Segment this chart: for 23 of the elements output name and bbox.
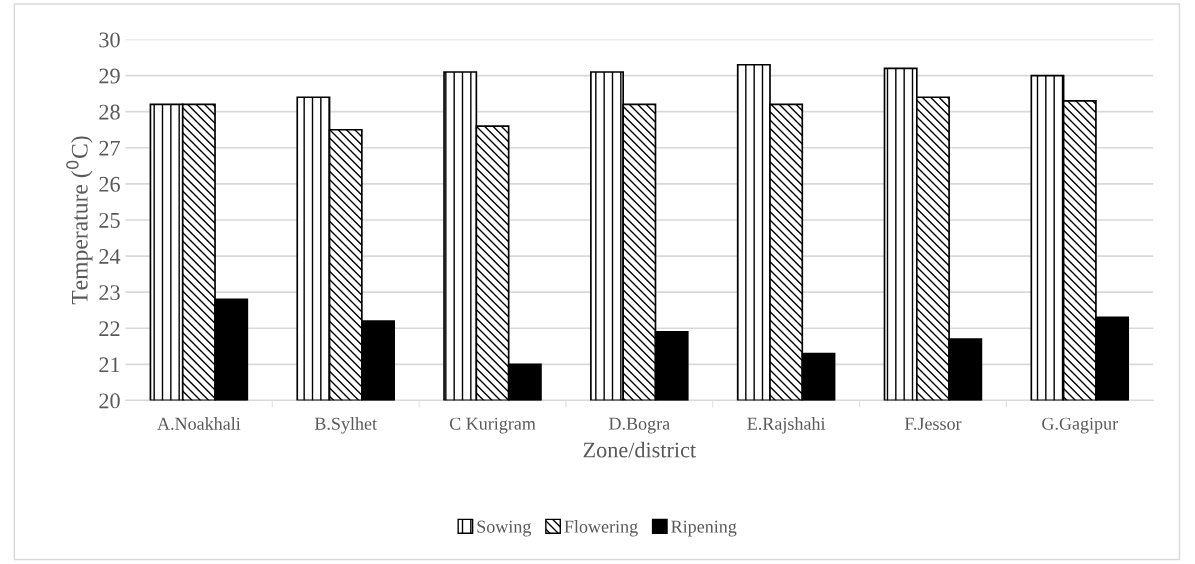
y-tick-label: 20 xyxy=(99,393,120,409)
x-tick-label: D.Bogra xyxy=(609,417,670,434)
y-tick-label: 21 xyxy=(99,357,120,373)
legend-label: Sowing xyxy=(477,520,532,537)
x-tick-label: A.Noakhali xyxy=(157,417,241,430)
x-tick-label: F.Jessor xyxy=(904,417,962,430)
y-tick-label: 26 xyxy=(99,176,120,192)
legend-label: Ripening xyxy=(671,520,737,537)
x-tick-label: E.Rajshahi xyxy=(747,417,826,434)
x-tick-label: B.Sylhet xyxy=(314,417,377,434)
y-tick-label: 22 xyxy=(99,321,120,336)
y-tick-label: 28 xyxy=(99,104,120,120)
y-tick-label: 23 xyxy=(99,285,120,301)
y-tick-label: 29 xyxy=(99,68,120,84)
y-tick-label: 30 xyxy=(99,32,120,48)
x-tick-label: G.Gagipur xyxy=(1042,417,1118,434)
legend-label: Flowering xyxy=(564,520,638,537)
x-axis-title: Zone/district xyxy=(583,441,696,458)
y-tick-label: 27 xyxy=(99,140,120,156)
x-tick-label: C Kurigram xyxy=(449,417,536,434)
y-tick-label: 25 xyxy=(99,212,120,228)
y-axis-title: Temperature ($^{0}$C) xyxy=(66,136,93,305)
y-tick-label: 24 xyxy=(99,249,121,264)
